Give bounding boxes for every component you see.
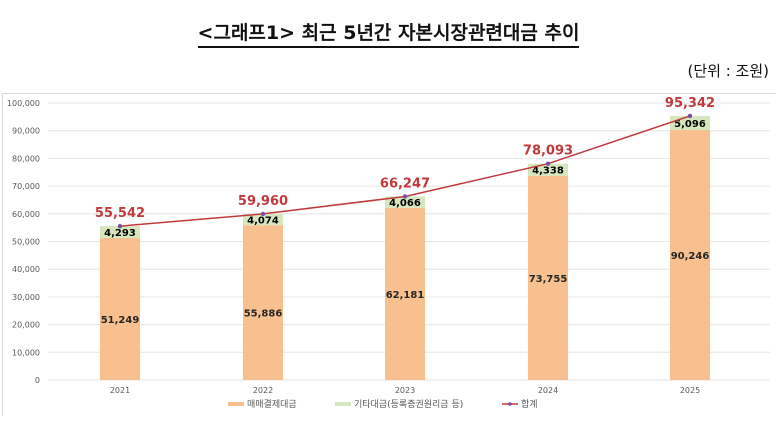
chart-title: <그래프1> 최근 5년간 자본시장관련대금 추이 <box>0 18 777 48</box>
data-label-other: 4,293 <box>104 228 136 239</box>
bar-segment-settlement <box>528 175 568 380</box>
bar-segment-settlement <box>100 238 140 380</box>
bar-segment-other <box>100 226 140 239</box>
y-tick-label: 10,000 <box>12 348 40 357</box>
x-tick-label: 2024 <box>538 386 558 395</box>
y-tick-label: 0 <box>35 376 40 385</box>
data-label-settlement: 73,755 <box>529 274 568 285</box>
legend-swatch <box>335 402 351 406</box>
data-label-settlement: 55,886 <box>244 309 283 320</box>
total-marker <box>260 211 266 217</box>
legend-marker <box>508 402 512 406</box>
data-label-total: 95,342 <box>665 96 715 111</box>
bar-segment-settlement <box>670 130 710 380</box>
bar-segment-settlement <box>385 207 425 380</box>
data-label-other: 4,066 <box>389 198 421 209</box>
data-label-total: 55,542 <box>95 206 145 221</box>
data-label-other: 4,338 <box>532 166 564 177</box>
data-label-settlement: 90,246 <box>671 251 710 262</box>
legend-label: 기타대금(등록증권원리금 등) <box>354 398 463 410</box>
y-tick-label: 60,000 <box>12 210 40 219</box>
data-label-other: 4,074 <box>247 216 279 227</box>
y-tick-label: 80,000 <box>12 154 40 163</box>
y-tick-label: 50,000 <box>12 238 40 247</box>
data-label-other: 5,096 <box>674 119 706 130</box>
data-label-total: 66,247 <box>380 176 430 191</box>
x-tick-label: 2025 <box>680 386 700 395</box>
legend-label: 합계 <box>521 398 538 410</box>
y-tick-label: 90,000 <box>12 127 40 136</box>
y-tick-label: 20,000 <box>12 321 40 330</box>
y-tick-label: 40,000 <box>12 265 40 274</box>
x-tick-label: 2023 <box>395 386 415 395</box>
chart-frame <box>2 93 776 416</box>
bar-segment-other <box>385 196 425 208</box>
total-marker <box>687 113 693 119</box>
data-label-settlement: 62,181 <box>386 290 425 301</box>
x-tick-label: 2021 <box>110 386 130 395</box>
legend-label: 매매결제대금 <box>247 399 297 410</box>
data-label-settlement: 51,249 <box>101 315 140 326</box>
y-tick-label: 100,000 <box>7 99 40 108</box>
y-tick-label: 30,000 <box>12 293 40 302</box>
total-marker <box>117 223 123 229</box>
legend-swatch <box>228 402 244 406</box>
y-tick-label: 70,000 <box>12 182 40 191</box>
total-marker <box>545 161 551 166</box>
bar-segment-other <box>243 213 283 226</box>
bar-segment-settlement <box>243 225 283 380</box>
unit-label: (단위 : 조원) <box>687 62 770 80</box>
x-tick-label: 2022 <box>253 386 273 395</box>
chart-title-text: <그래프1> 최근 5년간 자본시장관련대금 추이 <box>197 22 580 48</box>
data-label-total: 59,960 <box>238 194 288 209</box>
data-label-total: 78,093 <box>523 144 573 159</box>
total-marker <box>402 194 408 199</box>
